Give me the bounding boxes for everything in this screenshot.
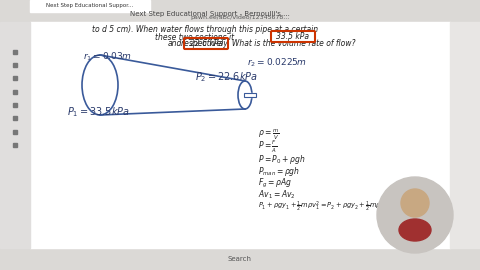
Text: to d 5 cm). When water flows through this pipe at a certain: to d 5 cm). When water flows through thi… <box>92 25 318 35</box>
Text: $P_1 = 33.5kPa$: $P_1 = 33.5kPa$ <box>67 105 130 119</box>
Text: $P_2 = 22.6kPa$: $P_2 = 22.6kPa$ <box>195 70 258 84</box>
Text: $\rho = \frac{m}{V}$: $\rho = \frac{m}{V}$ <box>258 128 279 142</box>
Text: $Av_1 = Av_2$: $Av_1 = Av_2$ <box>258 189 296 201</box>
Text: respectively. What is the volume rate of flow?: respectively. What is the volume rate of… <box>181 39 355 49</box>
Ellipse shape <box>399 219 431 241</box>
Bar <box>244 93 256 97</box>
Text: Search: Search <box>228 256 252 262</box>
Text: $r_2 = 0.0225m$: $r_2 = 0.0225m$ <box>247 57 307 69</box>
Text: $P = \frac{F}{A}$: $P = \frac{F}{A}$ <box>258 139 277 155</box>
Bar <box>0 248 480 270</box>
Text: $P_{man} = \rho gh$: $P_{man} = \rho gh$ <box>258 164 300 177</box>
Bar <box>0 22 30 248</box>
Text: these two sections it: these two sections it <box>156 32 235 42</box>
Bar <box>30 0 150 12</box>
Circle shape <box>401 189 429 217</box>
Bar <box>244 93 256 97</box>
Bar <box>30 22 450 248</box>
Bar <box>450 22 480 248</box>
Text: 33.5 kPa: 33.5 kPa <box>276 32 310 41</box>
Text: $P = P_0 + \rho gh$: $P = P_0 + \rho gh$ <box>258 153 306 166</box>
Text: $F_g = \rho Ag$: $F_g = \rho Ag$ <box>258 177 292 190</box>
Text: Next Step Educational Support - Bernoulli's ...: Next Step Educational Support - Bernoull… <box>130 11 290 17</box>
Text: pawn.ee/abc/video/12345678...: pawn.ee/abc/video/12345678... <box>191 15 289 21</box>
Circle shape <box>377 177 453 253</box>
Text: Next Step Educational Suppor...: Next Step Educational Suppor... <box>47 4 133 8</box>
Text: and: and <box>168 39 182 49</box>
Text: $P_1+\rho gy_1 + \frac{1}{2}m\rho v_1^2 = P_2+\rho gy_2 + \frac{1}{2}m\rho v_2^2: $P_1+\rho gy_1 + \frac{1}{2}m\rho v_1^2 … <box>258 200 389 214</box>
Text: 22.6 kPa: 22.6 kPa <box>190 39 223 48</box>
Text: $r_1 = 0.03m$: $r_1 = 0.03m$ <box>83 51 132 63</box>
Bar <box>0 0 480 22</box>
